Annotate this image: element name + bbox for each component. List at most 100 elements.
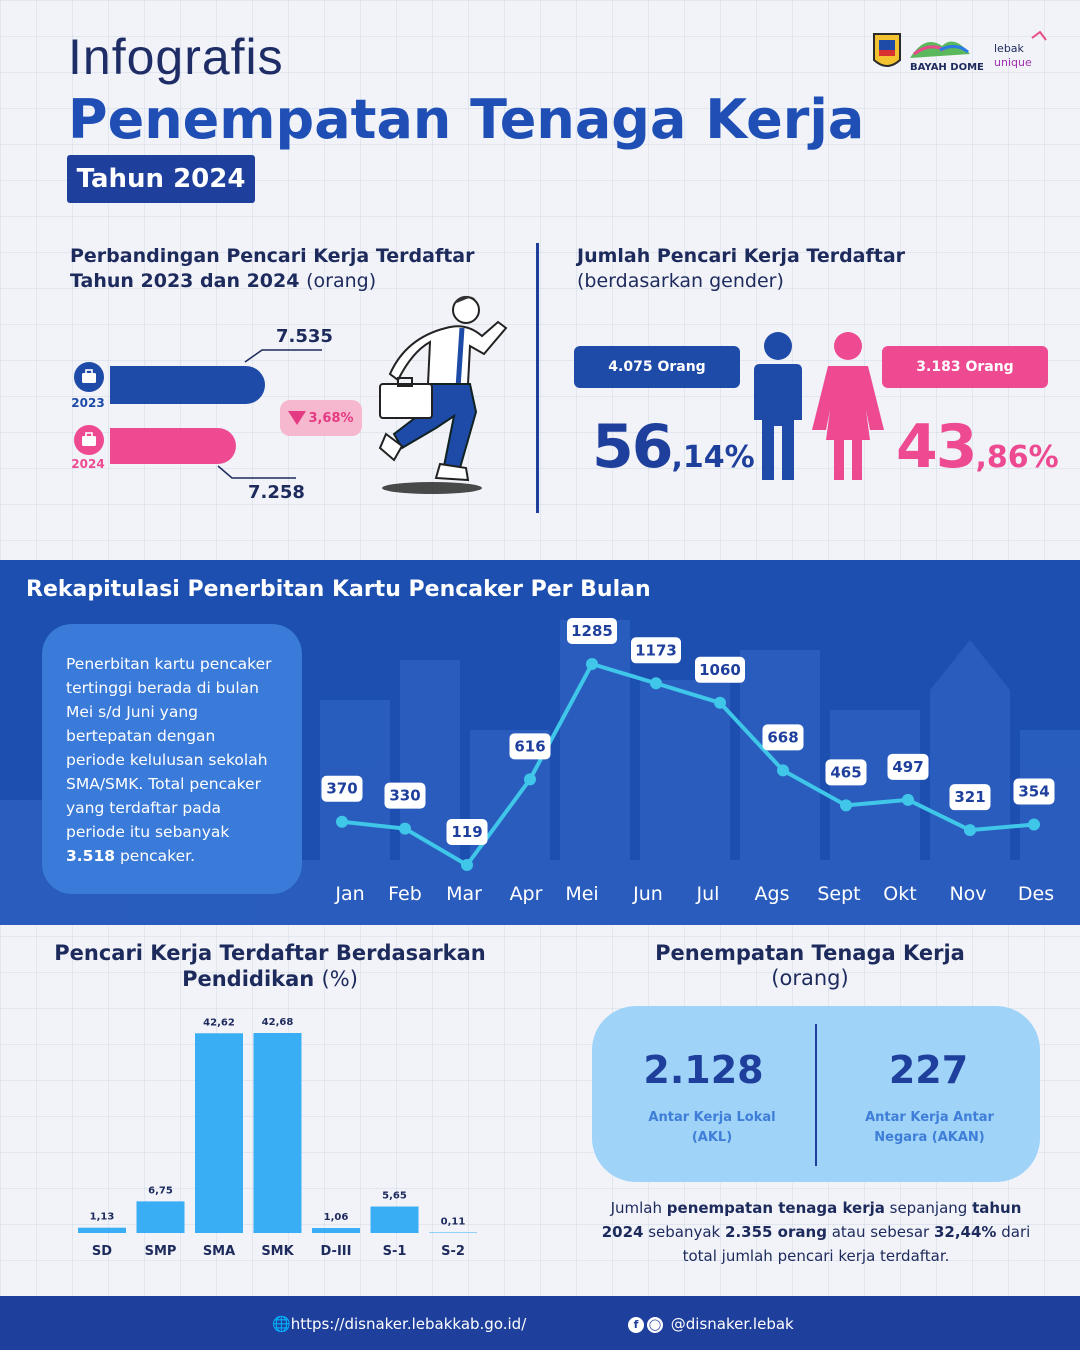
data-label: 1060	[699, 661, 741, 679]
x-tick-label: Jun	[632, 883, 663, 905]
education-title-unit: (%)	[321, 967, 358, 991]
bar-value-label: 1,13	[90, 1212, 115, 1223]
summary-b4: 32,44%	[933, 1223, 997, 1241]
bar-s-1	[370, 1206, 419, 1233]
education-title-line2: Pendidikan	[182, 967, 315, 991]
comparison-title-unit: (orang)	[306, 270, 377, 292]
data-label: 119	[451, 823, 482, 841]
education-title-line1: Pencari Kerja Terdaftar Berdasarkan	[54, 941, 486, 965]
data-label-box	[887, 753, 929, 780]
female-count-tag: 3.183 Orang	[882, 346, 1048, 388]
data-label-box	[567, 618, 617, 644]
regency-emblem-icon	[873, 33, 901, 67]
data-label-box	[446, 819, 488, 845]
value-leader-lines	[217, 349, 322, 479]
briefcase-icon	[74, 425, 104, 455]
male-count-tag: 4.075 Orang	[574, 346, 740, 388]
akan-value: 227	[888, 1048, 969, 1092]
category-label: S-2	[441, 1244, 465, 1259]
x-tick-label: Mei	[565, 883, 598, 905]
data-label: 465	[830, 763, 861, 781]
category-label: SMK	[261, 1244, 294, 1259]
data-point-feb	[399, 822, 411, 835]
data-point-des	[1028, 818, 1040, 831]
male-figure-icon	[754, 332, 802, 480]
summary-b1: penempatan tenaga kerja	[666, 1199, 885, 1217]
bar-2023	[110, 366, 265, 404]
male-pct-int: 56	[592, 412, 673, 482]
category-label: D-III	[321, 1244, 352, 1259]
data-label-box	[762, 724, 804, 751]
summary-t1: Jumlah	[610, 1199, 667, 1217]
monthly-line-chart: 370 Jan 330 Feb 119 Mar 616 Apr 1285 Mei 1173 Jun 10…	[321, 618, 1055, 905]
data-point-mar	[461, 859, 473, 871]
placement-divider	[815, 1024, 817, 1166]
data-label: 1173	[635, 641, 677, 659]
bar-value-label: 1,06	[324, 1212, 349, 1223]
placement-subtitle: (orang)	[771, 966, 849, 990]
change-value: 3,68%	[308, 410, 354, 426]
data-label-box	[695, 656, 745, 683]
summary-b3: 2.355 orang	[725, 1223, 827, 1241]
education-title: Pencari Kerja Terdaftar Berdasarkan Pend…	[30, 940, 510, 992]
bar-value-label: 42,68	[262, 1017, 294, 1028]
akan-label: Antar Kerja Antar Negara (AKAN)	[865, 1110, 994, 1145]
x-tick-label: Des	[1018, 883, 1054, 905]
data-label: 616	[514, 737, 545, 755]
year-2024-label: 2024	[71, 457, 105, 471]
website-text: https://disnaker.lebakkab.go.id/	[290, 1315, 527, 1333]
partner-logos: BAYAH DOME lebak unique	[873, 30, 1047, 73]
data-point-jul	[714, 696, 726, 709]
data-label-box	[631, 637, 681, 664]
lebak-unique-logo-icon: lebak unique	[994, 30, 1047, 69]
monthly-series-line	[341, 662, 1035, 867]
change-badge: 3,68%	[280, 400, 362, 436]
year-2023-label: 2023	[71, 396, 105, 410]
data-label-box	[1013, 778, 1055, 805]
x-tick-label: Jan	[334, 883, 364, 905]
social-handle[interactable]: f ◯ @disnaker.lebak	[628, 1315, 794, 1333]
summary-t2: sepanjang	[884, 1199, 973, 1217]
monthly-note: Penerbitan kartu pencaker tertinggi bera…	[42, 624, 302, 894]
data-label: 1285	[571, 622, 613, 640]
data-point-jan	[336, 815, 348, 828]
social-text: @disnaker.lebak	[670, 1315, 794, 1333]
bar-smk	[253, 1033, 302, 1233]
value-2023: 7.535	[276, 326, 333, 347]
comparison-title-line1: Perbandingan Pencari Kerja Terdaftar	[70, 245, 475, 267]
x-tick-label: Nov	[949, 883, 986, 905]
monthly-title: Rekapitulasi Penerbitan Kartu Pencaker P…	[26, 577, 651, 602]
bayah-dome-text: BAYAH DOME	[910, 62, 984, 73]
gender-title: Jumlah Pencari Kerja Terdaftar (berdasar…	[577, 244, 905, 294]
gender-title-sub: (berdasarkan gender)	[577, 270, 784, 292]
note-text-1: Penerbitan kartu pencaker tertinggi bera…	[66, 655, 272, 841]
data-label-box	[509, 733, 551, 760]
education-bar-chart: 1,13 SD 6,75 SMP 42,62 SMA 42,68 SMK 1,06 D-III 5,…	[78, 1017, 477, 1259]
category-label: S-1	[383, 1244, 407, 1259]
data-label: 668	[767, 728, 798, 746]
category-label: SMP	[145, 1244, 177, 1259]
category-label: SD	[92, 1244, 112, 1259]
running-worker-illustration	[378, 295, 508, 494]
placement-title: Penempatan Tenaga Kerja	[655, 941, 965, 965]
bar-2024	[110, 428, 236, 464]
page-title-line1: Infografis	[68, 29, 284, 85]
year-badge: Tahun 2024	[67, 155, 255, 203]
female-figure-icon	[812, 332, 884, 480]
bar-s-2	[429, 1232, 477, 1233]
section-divider	[536, 243, 539, 513]
down-triangle-icon	[288, 411, 307, 425]
bar-sma	[195, 1033, 243, 1233]
instagram-icon: ◯	[647, 1316, 663, 1333]
x-tick-label: Feb	[388, 883, 422, 905]
summary-t4: atau sebesar	[826, 1223, 934, 1241]
data-point-apr	[524, 773, 536, 786]
comparison-title: Perbandingan Pencari Kerja Terdaftar Tah…	[70, 244, 475, 294]
website-link[interactable]: 🌐https://disnaker.lebakkab.go.id/	[272, 1315, 526, 1333]
summary-t5: dari total jumlah pencari kerja terdafta…	[682, 1223, 1031, 1265]
briefcase-icon	[74, 362, 104, 392]
data-label-box	[321, 775, 363, 802]
data-point-nov	[964, 824, 976, 837]
bar-smp	[136, 1201, 185, 1233]
data-label-box	[825, 759, 867, 786]
